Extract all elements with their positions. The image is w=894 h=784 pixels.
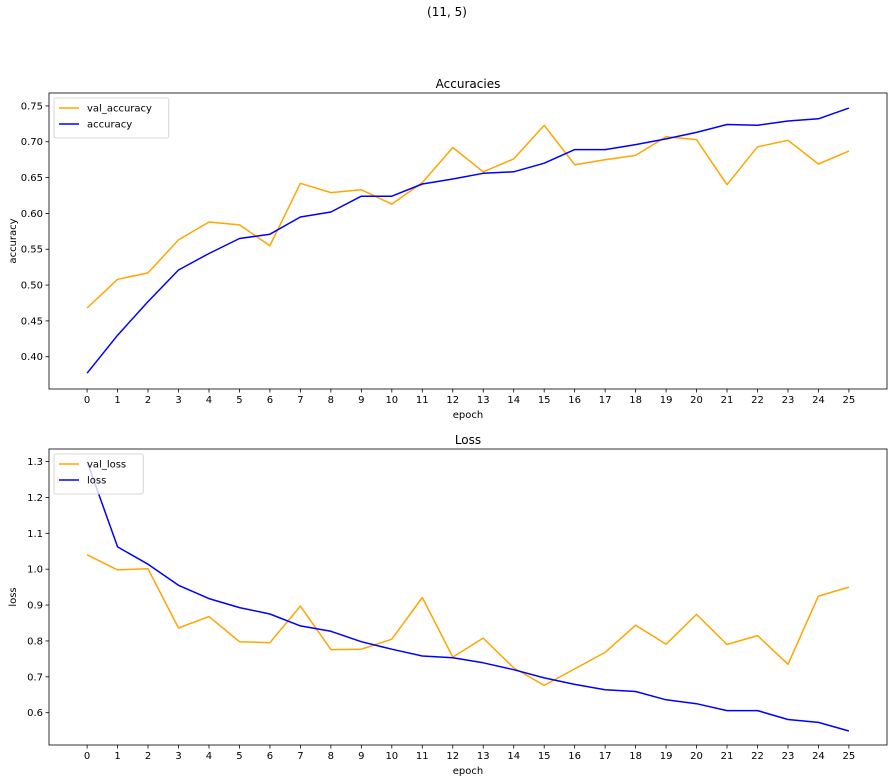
- y-tick-label: 0.7: [27, 672, 43, 683]
- x-tick-label: 10: [385, 751, 398, 762]
- x-tick-label: 25: [843, 395, 856, 406]
- x-tick-label: 22: [751, 751, 764, 762]
- x-tick-label: 12: [446, 395, 459, 406]
- x-tick-label: 8: [328, 751, 334, 762]
- y-tick-label: 0.75: [21, 101, 43, 112]
- x-tick-label: 18: [629, 751, 642, 762]
- x-tick-label: 2: [145, 395, 151, 406]
- legend: val_accuracy accuracy: [53, 97, 170, 139]
- series-line-accuracy: [86, 107, 850, 374]
- x-tick-label: 9: [358, 395, 364, 406]
- x-tick-label: 7: [297, 751, 303, 762]
- x-tick-label: 0: [84, 751, 90, 762]
- x-tick-label: 21: [721, 395, 734, 406]
- x-tick-label: 16: [568, 751, 581, 762]
- legend-box: [53, 97, 170, 139]
- x-tick-label: 25: [843, 751, 856, 762]
- x-tick-label: 15: [538, 751, 551, 762]
- x-tick-label: 2: [145, 751, 151, 762]
- x-tick-label: 13: [477, 751, 490, 762]
- axes-frame: [48, 92, 888, 390]
- x-tick-label: 15: [538, 395, 551, 406]
- y-tick-label: 0.50: [21, 281, 43, 292]
- x-tick-label: 5: [236, 395, 242, 406]
- y-tick-label: 0.8: [27, 636, 43, 647]
- x-tick-label: 11: [416, 395, 429, 406]
- x-tick-label: 8: [328, 395, 334, 406]
- x-tick-label: 22: [751, 395, 764, 406]
- legend-label: accuracy: [87, 120, 132, 131]
- series-line-loss: [86, 461, 850, 732]
- x-axis-label: epoch: [453, 410, 483, 421]
- y-tick-label: 0.60: [21, 209, 43, 220]
- y-tick-label: 0.55: [21, 245, 43, 256]
- y-tick-label: 0.70: [21, 137, 43, 148]
- x-tick-label: 0: [84, 395, 90, 406]
- x-axis-label: epoch: [453, 766, 483, 777]
- x-tick-label: 18: [629, 395, 642, 406]
- x-tick-label: 19: [660, 751, 673, 762]
- x-tick-label: 6: [267, 751, 273, 762]
- y-tick-label: 0.65: [21, 173, 43, 184]
- legend-label: loss: [87, 476, 106, 487]
- x-tick-label: 9: [358, 751, 364, 762]
- y-tick-label: 0.45: [21, 316, 43, 327]
- x-tick-label: 24: [812, 395, 825, 406]
- chart-title: Accuracies: [436, 77, 501, 91]
- x-tick-label: 21: [721, 751, 734, 762]
- x-tick-label: 14: [507, 751, 520, 762]
- x-tick-label: 17: [599, 395, 612, 406]
- x-tick-label: 1: [114, 751, 120, 762]
- chart-title: Loss: [455, 433, 481, 447]
- x-tick-label: 4: [206, 395, 212, 406]
- x-tick-label: 20: [690, 395, 703, 406]
- y-axis-label: loss: [8, 587, 19, 606]
- axes-frame: [48, 448, 888, 746]
- y-tick-label: 0.9: [27, 601, 43, 612]
- x-tick-label: 3: [175, 395, 181, 406]
- y-tick-label: 1.1: [27, 529, 43, 540]
- x-tick-label: 10: [385, 395, 398, 406]
- x-tick-label: 23: [782, 395, 795, 406]
- x-tick-label: 7: [297, 395, 303, 406]
- y-tick-label: 0.40: [21, 352, 43, 363]
- x-tick-label: 11: [416, 751, 429, 762]
- x-tick-label: 23: [782, 751, 795, 762]
- x-tick-label: 12: [446, 751, 459, 762]
- series-line-val-accuracy: [86, 124, 850, 309]
- x-tick-label: 20: [690, 751, 703, 762]
- y-tick-label: 1.2: [27, 493, 43, 504]
- y-tick-label: 1.0: [27, 565, 43, 576]
- legend-label: val_loss: [87, 460, 126, 471]
- x-tick-label: 5: [236, 751, 242, 762]
- y-tick-label: 1.3: [27, 457, 43, 468]
- x-tick-label: 6: [267, 395, 273, 406]
- y-tick-label: 0.6: [27, 708, 43, 719]
- x-tick-label: 16: [568, 395, 581, 406]
- y-axis-label: accuracy: [8, 218, 19, 263]
- legend-label: val_accuracy: [87, 104, 152, 115]
- series-line-val-loss: [86, 554, 850, 687]
- x-tick-label: 13: [477, 395, 490, 406]
- x-tick-label: 4: [206, 751, 212, 762]
- figure-suptitle: (11, 5): [427, 5, 467, 19]
- x-tick-label: 1: [114, 395, 120, 406]
- x-tick-label: 14: [507, 395, 520, 406]
- x-tick-label: 17: [599, 751, 612, 762]
- x-tick-label: 19: [660, 395, 673, 406]
- x-tick-label: 24: [812, 751, 825, 762]
- x-tick-label: 3: [175, 751, 181, 762]
